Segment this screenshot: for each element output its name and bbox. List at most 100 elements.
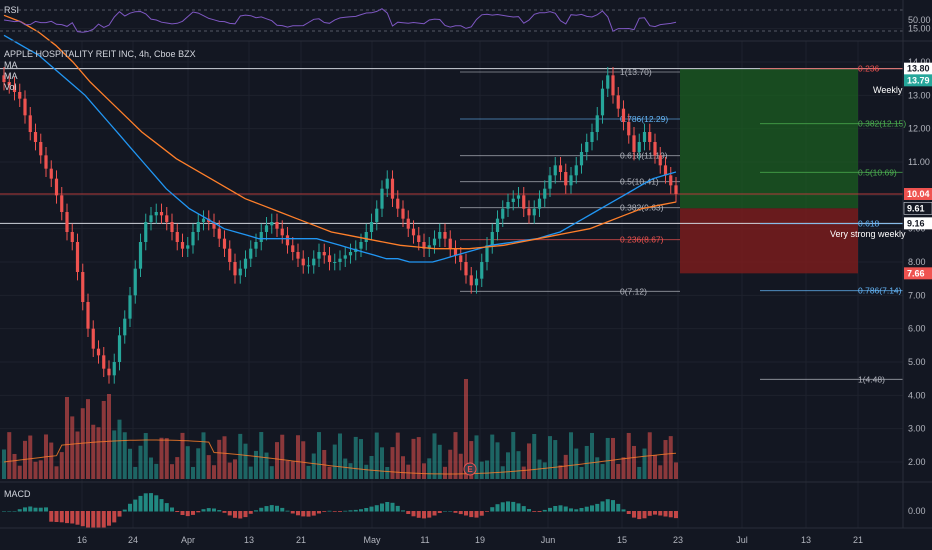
macd-label[interactable]: MACD	[4, 489, 31, 499]
macd-histogram-bar	[107, 511, 111, 526]
macd-histogram-bar	[243, 511, 248, 518]
ma-label-1[interactable]: MA	[4, 60, 18, 70]
volume-bar	[107, 394, 111, 479]
macd-histogram-bar	[317, 511, 321, 514]
macd-histogram-bar	[390, 502, 395, 512]
candle-body	[264, 225, 269, 232]
fib-left-label: 0.618(11.19)	[620, 151, 668, 161]
macd-histogram-bar	[327, 510, 332, 512]
fib-left-label: 0(7.12)	[620, 286, 647, 296]
candle-body	[621, 108, 626, 122]
loss-zone	[680, 208, 858, 274]
macd-histogram-bar	[175, 511, 180, 512]
macd-histogram-bar	[117, 511, 122, 517]
macd-histogram-bar	[563, 506, 568, 512]
candle-body	[238, 268, 242, 276]
candle-body	[333, 262, 337, 263]
price-tick: 4.00	[908, 390, 926, 400]
volume-bar	[374, 432, 379, 479]
rsi-label: RSI	[4, 5, 19, 15]
macd-pane	[2, 493, 678, 528]
volume-bar	[611, 437, 615, 479]
volume-bar	[653, 454, 657, 479]
fib-right-label: 1(4.48)	[858, 374, 885, 384]
volume-bar	[369, 455, 374, 479]
volume-bar	[254, 450, 258, 479]
macd-histogram-bar	[159, 499, 164, 512]
volume-bar	[65, 397, 69, 479]
macd-histogram-bar	[605, 499, 610, 512]
earnings-marker-text: E	[467, 465, 473, 474]
volume-bar	[553, 440, 558, 479]
macd-histogram-bar	[91, 511, 96, 528]
macd-histogram-bar	[353, 509, 358, 512]
volume-bar	[626, 432, 631, 479]
candle-body	[579, 152, 584, 166]
volume-bar	[569, 432, 573, 479]
vol-label[interactable]: Vol	[4, 82, 17, 92]
macd-histogram-bar	[485, 511, 489, 512]
date-tick: 21	[853, 535, 863, 545]
candle-body	[432, 238, 437, 246]
macd-histogram-bar	[663, 511, 668, 517]
volume-bar	[642, 448, 647, 479]
macd-tick: 0.00	[908, 506, 926, 516]
volume-bar	[306, 465, 311, 479]
candle-body	[201, 218, 206, 222]
fib-right-label: 0.786(7.14)	[858, 286, 902, 296]
date-tick: 13	[244, 535, 254, 545]
candle-body	[123, 318, 127, 336]
macd-histogram-bar	[101, 511, 106, 528]
volume-bar	[91, 424, 96, 479]
date-axis[interactable]: 16 24 Apr 13 21 May 11 19 Jun 15 23 Jul 13 21	[77, 535, 863, 545]
macd-histogram-bar	[128, 503, 132, 512]
macd-histogram-bar	[7, 511, 12, 512]
moving-averages	[3, 14, 677, 263]
date-tick: 15	[617, 535, 627, 545]
volume-bar	[70, 416, 75, 479]
volume-bar	[511, 432, 516, 479]
date-tick: Jul	[736, 535, 748, 545]
macd-histogram-bar	[422, 511, 426, 519]
macd-histogram-bar	[469, 511, 474, 518]
volume-bar	[590, 432, 594, 479]
volume-bar	[458, 453, 463, 479]
macd-histogram-bar	[506, 501, 510, 512]
candle-body	[569, 175, 573, 186]
macd-histogram-bar	[626, 511, 631, 514]
candle-body	[60, 195, 64, 212]
macd-histogram-bar	[54, 511, 59, 522]
price-tag: 13.80	[907, 64, 930, 74]
earnings-marker[interactable]: E	[463, 462, 477, 476]
candle-body	[574, 165, 578, 176]
macd-histogram-bar	[343, 510, 348, 512]
volume-bar	[490, 434, 495, 479]
macd-histogram-bar	[149, 493, 153, 512]
volume-bar	[269, 466, 274, 479]
price-axis[interactable]: 15.0014.0013.0012.0011.0010.009.008.007.…	[908, 15, 931, 516]
macd-histogram-bar	[233, 511, 237, 518]
candle-body	[485, 245, 489, 262]
macd-histogram-bar	[479, 511, 484, 516]
volume-bar	[222, 436, 227, 479]
candle-body	[33, 132, 38, 142]
volume-bar	[406, 464, 411, 479]
volume-bar	[353, 436, 358, 479]
volume-bar	[621, 457, 626, 479]
date-tick: 11	[420, 535, 429, 545]
macd-histogram-bar	[647, 511, 652, 516]
candle-body	[627, 122, 631, 136]
volume-bar	[185, 446, 190, 479]
candle-body	[196, 222, 200, 232]
macd-histogram-bar	[553, 506, 558, 512]
fib-left-label: 1(13.70)	[620, 67, 652, 77]
candle-body	[516, 195, 521, 199]
macd-histogram-bar	[196, 511, 201, 513]
macd-histogram-bar	[301, 511, 306, 517]
candle-body	[490, 232, 494, 246]
macd-histogram-bar	[490, 507, 495, 512]
candle-body	[595, 115, 599, 132]
ma-label-2[interactable]: MA	[4, 71, 18, 81]
candle-body	[70, 232, 74, 242]
